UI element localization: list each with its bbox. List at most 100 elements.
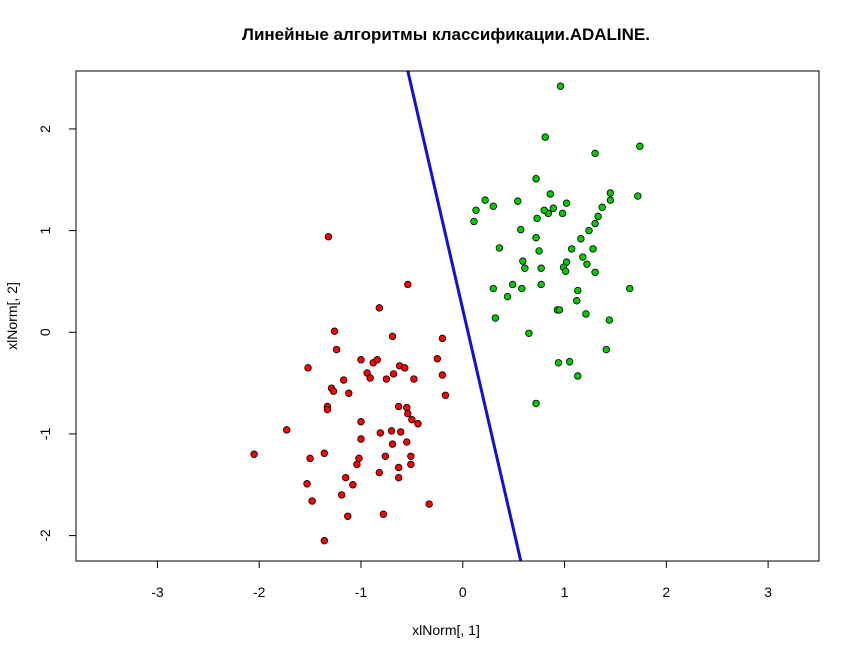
y-axis-label: xlNorm[, 2] [4, 282, 20, 350]
x-tick-label: 2 [662, 584, 670, 600]
series-1-point [514, 197, 522, 205]
series-1-point [537, 280, 545, 289]
series-0-point [320, 449, 329, 457]
series-1-point [532, 175, 540, 183]
series-0-point [349, 481, 357, 489]
series-1-point [636, 142, 644, 150]
x-tick-label: -3 [151, 584, 164, 600]
series-1-point [556, 82, 565, 90]
series-1-point [558, 209, 567, 218]
series-1-point [518, 284, 526, 293]
series-1-point [577, 235, 585, 243]
series-1-point [562, 199, 571, 207]
series-1-point [606, 189, 615, 197]
separator-line [406, 70, 523, 562]
series-1-point [489, 202, 498, 210]
chart-title: Линейные алгоритмы классификации.ADALINE… [242, 25, 650, 44]
series-0-point [404, 280, 412, 289]
series-0-point [407, 452, 415, 460]
x-axis-label: xlNorm[, 1] [412, 622, 480, 638]
series-0-point [408, 415, 416, 424]
series-1-point [561, 267, 570, 275]
series-1-point [532, 234, 540, 242]
y-axis: -2 -1 0 1 2 [37, 125, 76, 542]
series-1-point [565, 358, 574, 366]
plot-marks [250, 70, 644, 562]
series-1-point [533, 214, 541, 223]
series-1-point [634, 192, 642, 200]
series-0-point [304, 364, 312, 372]
series-0-point [250, 450, 258, 458]
series-0-point [394, 473, 403, 482]
series-1-point [489, 284, 498, 293]
series-0-point [403, 438, 411, 446]
y-tick-label: -2 [37, 529, 53, 542]
series-1-point [573, 297, 581, 305]
series-1-point [574, 372, 582, 380]
series-0-point [403, 403, 411, 412]
series-1-point [591, 268, 599, 276]
x-tick-label: 3 [764, 584, 772, 600]
series-0-point [425, 500, 433, 508]
series-1-point [598, 203, 606, 211]
series-0-point [345, 389, 353, 397]
series-0-point [330, 327, 339, 335]
series-0-point [396, 428, 405, 436]
series-1-point [554, 359, 563, 367]
series-1-point [605, 316, 614, 324]
y-tick-label: 2 [37, 125, 53, 133]
y-tick-label: -1 [37, 427, 53, 440]
series-1-point [525, 329, 533, 337]
series-1-point [546, 190, 554, 198]
series-0-point [375, 468, 384, 477]
series-0-point [366, 374, 374, 382]
x-tick-label: 0 [459, 584, 467, 600]
series-0-point [394, 463, 403, 472]
series-1-point [574, 286, 582, 295]
series-0-point [357, 356, 365, 364]
series-0-point [381, 452, 390, 460]
series-0-point [404, 409, 412, 418]
series-0-point [353, 460, 361, 469]
series-1-point [585, 226, 593, 235]
series-0-point [388, 440, 397, 448]
series-0-point [373, 356, 381, 364]
series-1-point [540, 206, 548, 214]
series-1-point [594, 212, 602, 221]
series-0-point [387, 427, 396, 435]
series-1-point [470, 217, 478, 226]
series-1-point [519, 257, 527, 265]
series-0-point [320, 536, 329, 545]
series-0-point [433, 354, 442, 363]
series-0-point [407, 460, 415, 469]
series-0-point [438, 334, 447, 343]
series-1-point [532, 399, 540, 408]
series-0-point [355, 454, 363, 463]
series-1-point [521, 264, 529, 272]
x-tick-label: -2 [253, 584, 266, 600]
series-1-point [495, 244, 504, 252]
series-1-point [517, 225, 525, 234]
y-tick-label: 0 [37, 328, 53, 336]
series-1-point [503, 292, 512, 301]
series-1-point [549, 204, 558, 212]
series-1-point [591, 149, 599, 158]
series-1-point [555, 306, 564, 314]
series-0-point [282, 426, 291, 434]
series-0-point [376, 429, 385, 437]
series-1-point [541, 133, 549, 141]
series-0-point [438, 371, 447, 379]
series-1-point [602, 345, 610, 354]
series-1-point [625, 284, 634, 293]
series-0-point [337, 491, 346, 499]
series-0-point [410, 375, 418, 383]
plot-frame [75, 70, 820, 562]
series-0-point [394, 402, 403, 411]
series-1-point [579, 253, 587, 261]
y-tick-label: 1 [37, 227, 53, 235]
series-0-point [308, 497, 316, 505]
series-0-point [344, 512, 352, 520]
series-0-point [329, 387, 338, 395]
series-0-point [332, 345, 341, 354]
